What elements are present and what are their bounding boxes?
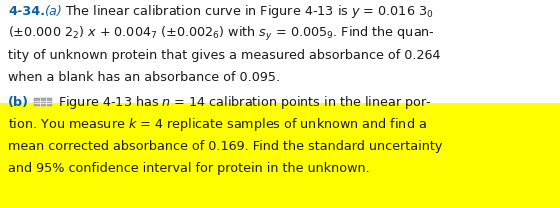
Text: 4-34.: 4-34. [8, 5, 45, 18]
Text: mean corrected absorbance of 0.169. Find the standard uncertainty: mean corrected absorbance of 0.169. Find… [8, 140, 442, 153]
Text: when a blank has an absorbance of 0.095.: when a blank has an absorbance of 0.095. [8, 71, 280, 84]
Text: tity of unknown protein that gives a measured absorbance of 0.264: tity of unknown protein that gives a mea… [8, 49, 441, 62]
Text: (b): (b) [8, 96, 29, 109]
Text: The linear calibration curve in Figure 4-13 is $y$ = 0.016 3$_0$: The linear calibration curve in Figure 4… [65, 3, 433, 20]
Bar [0, 103, 560, 208]
Text: Figure 4-13 has $n$ = 14 calibration points in the linear por-: Figure 4-13 has $n$ = 14 calibration poi… [58, 94, 432, 111]
Text: ($\pm$0.000 2$_2$) $x$ + 0.004$_7$ ($\pm$0.002$_6$) with $s_y$ = 0.005$_9$. Find: ($\pm$0.000 2$_2$) $x$ + 0.004$_7$ ($\pm… [8, 25, 435, 43]
Bar [34, 98, 52, 106]
Text: tion. You measure $k$ = 4 replicate samples of unknown and find a: tion. You measure $k$ = 4 replicate samp… [8, 116, 427, 133]
Text: and 95% confidence interval for protein in the unknown.: and 95% confidence interval for protein … [8, 162, 370, 175]
Text: (a): (a) [44, 5, 62, 18]
